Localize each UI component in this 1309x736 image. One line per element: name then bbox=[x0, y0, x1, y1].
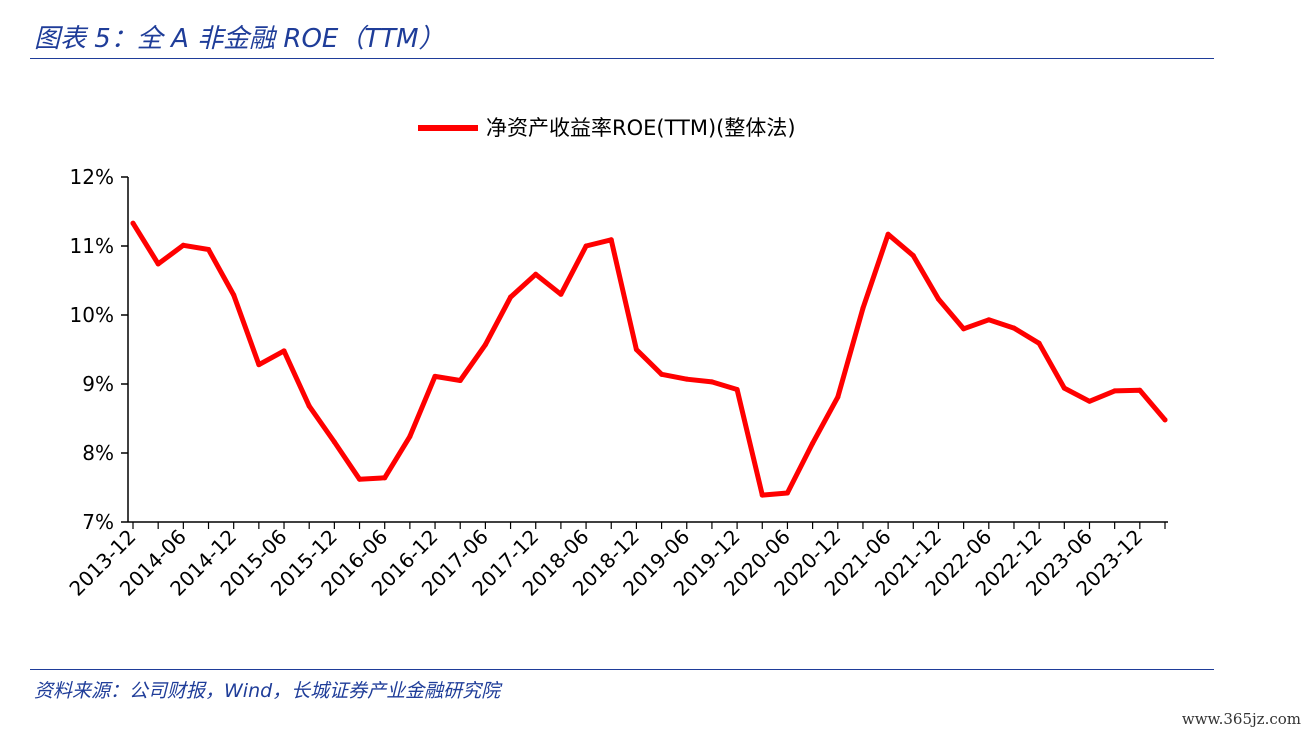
data-point bbox=[608, 237, 614, 243]
data-point bbox=[206, 246, 212, 252]
data-point bbox=[256, 362, 262, 368]
data-point bbox=[1011, 325, 1017, 331]
title-rule bbox=[30, 58, 1214, 59]
data-point bbox=[533, 271, 539, 277]
data-point bbox=[860, 305, 866, 311]
data-point bbox=[1036, 340, 1042, 346]
y-tick-label: 11% bbox=[70, 234, 114, 258]
data-point bbox=[986, 317, 992, 323]
data-point bbox=[910, 253, 916, 259]
source-note: 资料来源：公司财报，Wind，长城证券产业金融研究院 bbox=[34, 680, 501, 702]
data-point bbox=[508, 294, 514, 300]
data-point bbox=[432, 373, 438, 379]
data-point bbox=[407, 433, 413, 439]
data-point bbox=[1061, 385, 1067, 391]
data-point bbox=[734, 387, 740, 393]
y-tick-label: 9% bbox=[82, 372, 114, 396]
series-marks bbox=[130, 220, 1168, 498]
data-point bbox=[357, 476, 363, 482]
source-rule bbox=[30, 669, 1214, 670]
data-point bbox=[810, 440, 816, 446]
data-point bbox=[885, 231, 891, 237]
data-point bbox=[331, 439, 337, 445]
legend-label: 净资产收益率ROE(TTM)(整体法) bbox=[486, 116, 796, 140]
data-point bbox=[482, 342, 488, 348]
data-point bbox=[130, 220, 136, 226]
data-point bbox=[180, 242, 186, 248]
data-point bbox=[784, 490, 790, 496]
data-point bbox=[633, 347, 639, 352]
data-point bbox=[759, 492, 765, 498]
y-tick-label: 12% bbox=[70, 165, 114, 189]
data-point bbox=[961, 326, 967, 332]
data-point bbox=[281, 348, 287, 354]
data-point bbox=[155, 261, 161, 267]
y-tick-label: 10% bbox=[70, 303, 114, 327]
data-point bbox=[583, 243, 589, 249]
data-point bbox=[835, 394, 841, 400]
legend: 净资产收益率ROE(TTM)(整体法) bbox=[418, 116, 796, 140]
data-point bbox=[659, 371, 665, 377]
data-point bbox=[306, 403, 312, 409]
data-point bbox=[457, 378, 463, 384]
data-point bbox=[684, 376, 690, 382]
data-point bbox=[709, 379, 715, 385]
data-point bbox=[1137, 387, 1143, 393]
data-point bbox=[1086, 398, 1092, 404]
y-tick-label: 7% bbox=[82, 510, 114, 534]
axes: 7%8%9%10%11%12%2013-122014-062014-122015… bbox=[64, 165, 1168, 601]
figure-title: 图表 5：全 A 非金融 ROE（TTM） bbox=[34, 24, 445, 54]
data-point bbox=[1162, 417, 1168, 423]
data-point bbox=[1112, 388, 1118, 394]
watermark: www.365jz.com bbox=[1181, 710, 1301, 728]
data-point bbox=[558, 291, 564, 297]
y-tick-label: 8% bbox=[82, 441, 114, 465]
data-point bbox=[935, 296, 941, 302]
data-point bbox=[382, 475, 388, 481]
data-point bbox=[231, 292, 237, 298]
series-line-roe bbox=[130, 220, 1168, 498]
